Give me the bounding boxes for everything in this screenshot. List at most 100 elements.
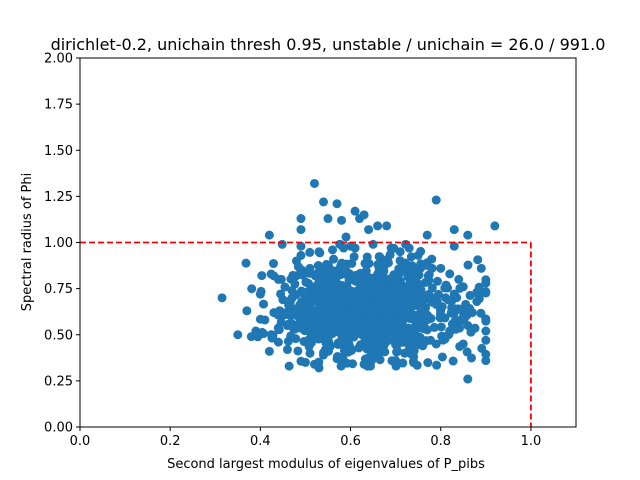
data-point bbox=[311, 326, 321, 336]
data-point bbox=[255, 314, 265, 324]
data-point bbox=[280, 282, 290, 292]
data-point bbox=[315, 310, 325, 320]
data-point bbox=[296, 356, 306, 366]
data-point bbox=[305, 348, 315, 358]
data-point bbox=[366, 332, 376, 342]
data-point bbox=[470, 323, 480, 333]
data-point bbox=[421, 291, 431, 301]
data-point bbox=[284, 361, 294, 371]
data-point bbox=[296, 250, 306, 260]
data-point bbox=[293, 346, 303, 356]
data-point bbox=[350, 325, 360, 335]
data-point bbox=[241, 258, 251, 268]
data-point bbox=[301, 300, 311, 310]
data-point bbox=[431, 299, 441, 309]
data-point bbox=[429, 322, 439, 332]
data-point bbox=[398, 294, 408, 304]
data-point bbox=[481, 275, 491, 285]
data-point bbox=[337, 215, 347, 225]
data-point bbox=[444, 330, 454, 340]
data-point bbox=[303, 319, 313, 329]
data-point bbox=[286, 331, 296, 341]
data-point bbox=[398, 264, 408, 274]
data-point bbox=[276, 289, 286, 299]
data-point bbox=[350, 206, 360, 216]
data-point bbox=[322, 325, 332, 335]
data-point bbox=[395, 306, 405, 316]
data-point bbox=[406, 303, 416, 313]
data-point bbox=[427, 254, 437, 264]
data-point bbox=[264, 346, 274, 356]
data-point bbox=[437, 352, 447, 362]
data-point bbox=[302, 287, 312, 297]
data-point bbox=[332, 199, 342, 209]
data-point bbox=[481, 316, 491, 326]
data-point bbox=[455, 283, 465, 293]
data-point bbox=[422, 230, 432, 240]
data-point bbox=[455, 323, 465, 333]
data-point bbox=[432, 276, 442, 286]
data-point bbox=[476, 308, 486, 318]
data-point bbox=[365, 361, 375, 371]
data-point bbox=[315, 248, 325, 258]
data-point bbox=[361, 315, 371, 325]
data-point bbox=[387, 356, 397, 366]
data-point bbox=[444, 295, 454, 305]
y-tick-label: 1.75 bbox=[44, 98, 73, 113]
threshold-layer bbox=[80, 241, 532, 427]
data-point bbox=[366, 287, 376, 297]
data-point bbox=[380, 294, 390, 304]
data-point bbox=[315, 302, 325, 312]
data-point bbox=[481, 349, 491, 359]
data-point bbox=[257, 271, 267, 281]
data-point bbox=[392, 333, 402, 343]
data-point bbox=[407, 261, 417, 271]
data-point bbox=[441, 280, 451, 290]
data-point bbox=[418, 323, 428, 333]
data-point bbox=[392, 325, 402, 335]
data-point bbox=[296, 214, 306, 224]
data-point bbox=[309, 178, 319, 188]
chart-title: dirichlet-0.2, unichain thresh 0.95, uns… bbox=[51, 35, 606, 54]
data-point bbox=[409, 346, 419, 356]
data-point bbox=[346, 319, 356, 329]
data-point bbox=[288, 270, 298, 280]
data-point bbox=[328, 245, 338, 255]
data-point bbox=[449, 309, 459, 319]
data-point bbox=[337, 258, 347, 268]
data-point bbox=[305, 247, 315, 257]
data-point bbox=[257, 327, 267, 337]
data-point bbox=[217, 293, 227, 303]
data-point bbox=[304, 335, 314, 345]
data-point bbox=[449, 225, 459, 235]
y-tick-label: 1.00 bbox=[44, 236, 73, 251]
data-point bbox=[481, 288, 491, 298]
data-point bbox=[377, 324, 387, 334]
data-point bbox=[476, 263, 486, 273]
data-point bbox=[377, 341, 387, 351]
data-point bbox=[359, 210, 369, 220]
data-point bbox=[463, 230, 473, 240]
data-point bbox=[455, 341, 465, 351]
y-tick-label: 0.50 bbox=[44, 328, 73, 343]
data-point bbox=[327, 316, 337, 326]
data-point bbox=[336, 361, 346, 371]
data-point bbox=[414, 291, 424, 301]
data-point bbox=[416, 307, 426, 317]
x-tick-label: 0.8 bbox=[430, 434, 451, 449]
data-point bbox=[339, 243, 349, 253]
data-point bbox=[274, 325, 284, 335]
data-point bbox=[436, 263, 446, 273]
data-point bbox=[344, 275, 354, 285]
data-point bbox=[269, 271, 279, 281]
data-point bbox=[445, 269, 455, 279]
data-point bbox=[282, 345, 292, 355]
y-tick-label: 1.25 bbox=[44, 190, 73, 205]
data-point bbox=[356, 340, 366, 350]
data-point bbox=[344, 311, 354, 321]
data-point bbox=[358, 282, 368, 292]
y-axis-label: Spectral radius of Phi bbox=[20, 173, 35, 311]
data-point bbox=[360, 258, 370, 268]
x-tick-label: 1.0 bbox=[521, 434, 542, 449]
y-tick-label: 0.25 bbox=[44, 374, 73, 389]
